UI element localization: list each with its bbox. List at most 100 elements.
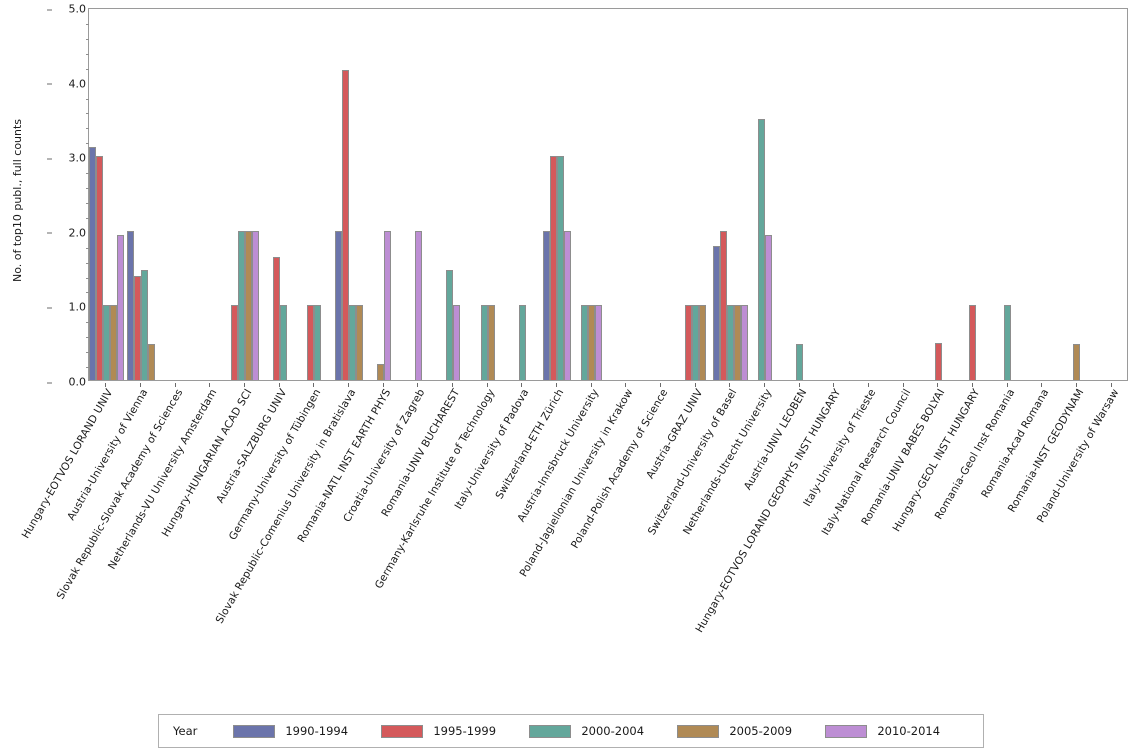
x-tick-mark bbox=[382, 383, 384, 387]
bar-group bbox=[990, 7, 1025, 380]
legend-entry[interactable]: 2005-2009 bbox=[677, 724, 825, 738]
bar[interactable] bbox=[796, 344, 804, 380]
x-tick-mark bbox=[972, 383, 973, 387]
y-minor-tick-mark bbox=[86, 277, 89, 279]
bar[interactable] bbox=[140, 269, 148, 380]
legend-entry[interactable]: 1990-1994 bbox=[233, 724, 381, 738]
y-tick-mark bbox=[47, 232, 52, 234]
legend-color-swatch bbox=[381, 724, 424, 738]
legend-color-swatch bbox=[677, 724, 720, 738]
bar[interactable] bbox=[480, 305, 488, 380]
bar[interactable] bbox=[549, 156, 557, 380]
y-tick-mark bbox=[47, 9, 52, 10]
bar[interactable] bbox=[272, 256, 280, 380]
bar[interactable] bbox=[726, 305, 734, 380]
bar[interactable] bbox=[133, 275, 141, 380]
bar[interactable] bbox=[733, 305, 741, 380]
bar[interactable] bbox=[88, 147, 96, 380]
bar[interactable] bbox=[109, 305, 117, 380]
bar-group bbox=[124, 7, 159, 380]
bar[interactable] bbox=[376, 363, 384, 380]
bar[interactable] bbox=[556, 156, 564, 380]
bar[interactable] bbox=[334, 230, 342, 380]
bar[interactable] bbox=[147, 344, 155, 380]
legend-label: 1995-1999 bbox=[433, 724, 497, 738]
y-tick-label: 5.0 bbox=[47, 3, 86, 16]
plot-area: 0.0 1.0 2.0 3.0 4.0 5.0 bbox=[47, 3, 1128, 389]
y-minor-tick-mark bbox=[86, 53, 89, 55]
x-tick-mark bbox=[521, 383, 523, 387]
bar[interactable] bbox=[969, 305, 977, 380]
x-tick-mark bbox=[937, 383, 939, 387]
legend-label: 1990-1994 bbox=[285, 724, 349, 738]
x-tick-mark bbox=[1041, 383, 1043, 387]
bar[interactable] bbox=[355, 305, 363, 380]
bar[interactable] bbox=[102, 305, 110, 380]
bar[interactable] bbox=[1004, 305, 1012, 380]
x-tick-mark bbox=[660, 383, 661, 387]
bar[interactable] bbox=[341, 70, 349, 380]
bar[interactable] bbox=[1073, 344, 1081, 380]
bar-group bbox=[852, 7, 887, 380]
x-tick-mark bbox=[764, 383, 765, 387]
legend-entry[interactable]: 2010-2014 bbox=[825, 724, 973, 738]
bar-group bbox=[609, 7, 644, 380]
x-tick-mark bbox=[868, 383, 869, 387]
bar[interactable] bbox=[95, 156, 103, 380]
bar[interactable] bbox=[348, 305, 356, 380]
bar[interactable] bbox=[685, 305, 693, 380]
bar[interactable] bbox=[383, 230, 391, 380]
bar-group bbox=[366, 7, 401, 380]
x-tick-mark bbox=[174, 383, 176, 387]
x-tick-mark bbox=[244, 383, 245, 387]
bar[interactable] bbox=[757, 118, 765, 380]
bar[interactable] bbox=[314, 305, 322, 380]
y-minor-tick-mark bbox=[86, 352, 89, 354]
bar[interactable] bbox=[230, 305, 238, 380]
bar[interactable] bbox=[445, 269, 453, 380]
bar-group bbox=[782, 7, 817, 380]
bar[interactable] bbox=[542, 230, 550, 380]
bar[interactable] bbox=[244, 230, 252, 380]
bar[interactable] bbox=[487, 305, 495, 380]
bar[interactable] bbox=[563, 230, 571, 380]
legend-entry[interactable]: 2000-2004 bbox=[529, 724, 677, 738]
bar-group bbox=[158, 7, 193, 380]
legend-entry[interactable]: 1995-1999 bbox=[381, 724, 529, 738]
bar[interactable] bbox=[595, 305, 603, 380]
bar[interactable] bbox=[934, 342, 942, 380]
bar[interactable] bbox=[712, 245, 720, 380]
bar[interactable] bbox=[719, 230, 727, 380]
bar[interactable] bbox=[588, 305, 596, 380]
bar[interactable] bbox=[764, 234, 772, 380]
y-axis-label: No. of top10 publ., full counts bbox=[6, 100, 30, 300]
legend-color-swatch bbox=[825, 724, 868, 738]
bar[interactable] bbox=[279, 305, 287, 380]
bar[interactable] bbox=[414, 230, 422, 380]
y-tick-label: 3.0 bbox=[47, 152, 86, 165]
bar[interactable] bbox=[307, 305, 315, 380]
y-minor-tick-mark bbox=[86, 23, 89, 25]
y-minor-tick-mark bbox=[86, 143, 89, 145]
bar[interactable] bbox=[251, 230, 259, 380]
bar[interactable] bbox=[452, 305, 460, 380]
bar[interactable] bbox=[126, 230, 134, 380]
legend-title: Year bbox=[173, 724, 198, 738]
bar[interactable] bbox=[581, 305, 589, 380]
y-minor-tick-mark bbox=[86, 98, 89, 100]
legend-color-swatch bbox=[529, 724, 572, 738]
x-tick-mark bbox=[694, 383, 696, 387]
y-minor-tick-mark bbox=[86, 38, 89, 40]
x-tick-label: Austria-UNIV LEOBEN bbox=[741, 387, 810, 493]
bar[interactable] bbox=[740, 305, 748, 380]
y-tick-mark bbox=[47, 307, 52, 309]
bar[interactable] bbox=[699, 305, 707, 380]
x-tick-mark bbox=[209, 383, 211, 387]
bar[interactable] bbox=[518, 305, 526, 380]
bar-group bbox=[817, 7, 852, 380]
bar[interactable] bbox=[692, 305, 700, 380]
bar-group bbox=[748, 7, 783, 380]
bar[interactable] bbox=[116, 234, 124, 380]
x-tick-mark bbox=[798, 383, 800, 387]
bar[interactable] bbox=[237, 230, 245, 380]
